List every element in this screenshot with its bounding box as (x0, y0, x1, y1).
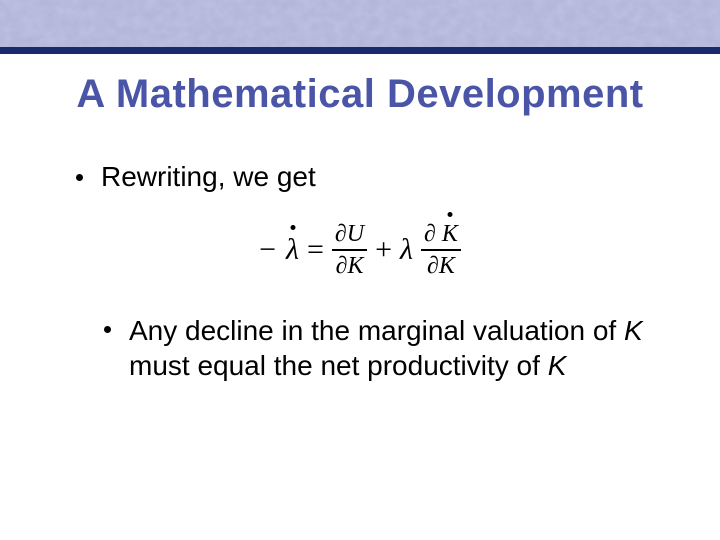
bullet-1-text: Rewriting, we get (101, 161, 316, 193)
var-K-2: K (548, 350, 567, 381)
bullet-dot (104, 326, 111, 333)
equation: − λ = ∂U ∂K + λ ∂ K ∂K (259, 221, 461, 279)
bullet-1: Rewriting, we get (76, 161, 654, 193)
frac-dU-dK: ∂U ∂K (332, 221, 367, 279)
dot-over-lambda (290, 225, 295, 230)
dot-over-K (447, 212, 452, 217)
banner-texture (0, 0, 720, 54)
plus-sign: + (375, 233, 392, 267)
lambda-1: λ (286, 233, 299, 266)
lambda-2: λ (400, 233, 413, 267)
equals-sign: = (307, 233, 324, 267)
bullet-dot (76, 174, 83, 181)
content-area: Rewriting, we get − λ = ∂U ∂K + λ ∂ K ∂K (0, 117, 720, 383)
var-K-1: K (624, 315, 643, 346)
banner-svg (0, 0, 720, 54)
frac-Kdot-dK: ∂ K ∂K (421, 221, 461, 279)
bullet-2-text: Any decline in the marginal valuation of… (129, 313, 654, 383)
bullet-2: Any decline in the marginal valuation of… (104, 313, 654, 383)
slide-title: A Mathematical Development (0, 72, 720, 117)
equation-block: − λ = ∂U ∂K + λ ∂ K ∂K (66, 221, 654, 279)
lambda-dot: λ (286, 235, 299, 265)
minus-sign: − (259, 233, 276, 267)
